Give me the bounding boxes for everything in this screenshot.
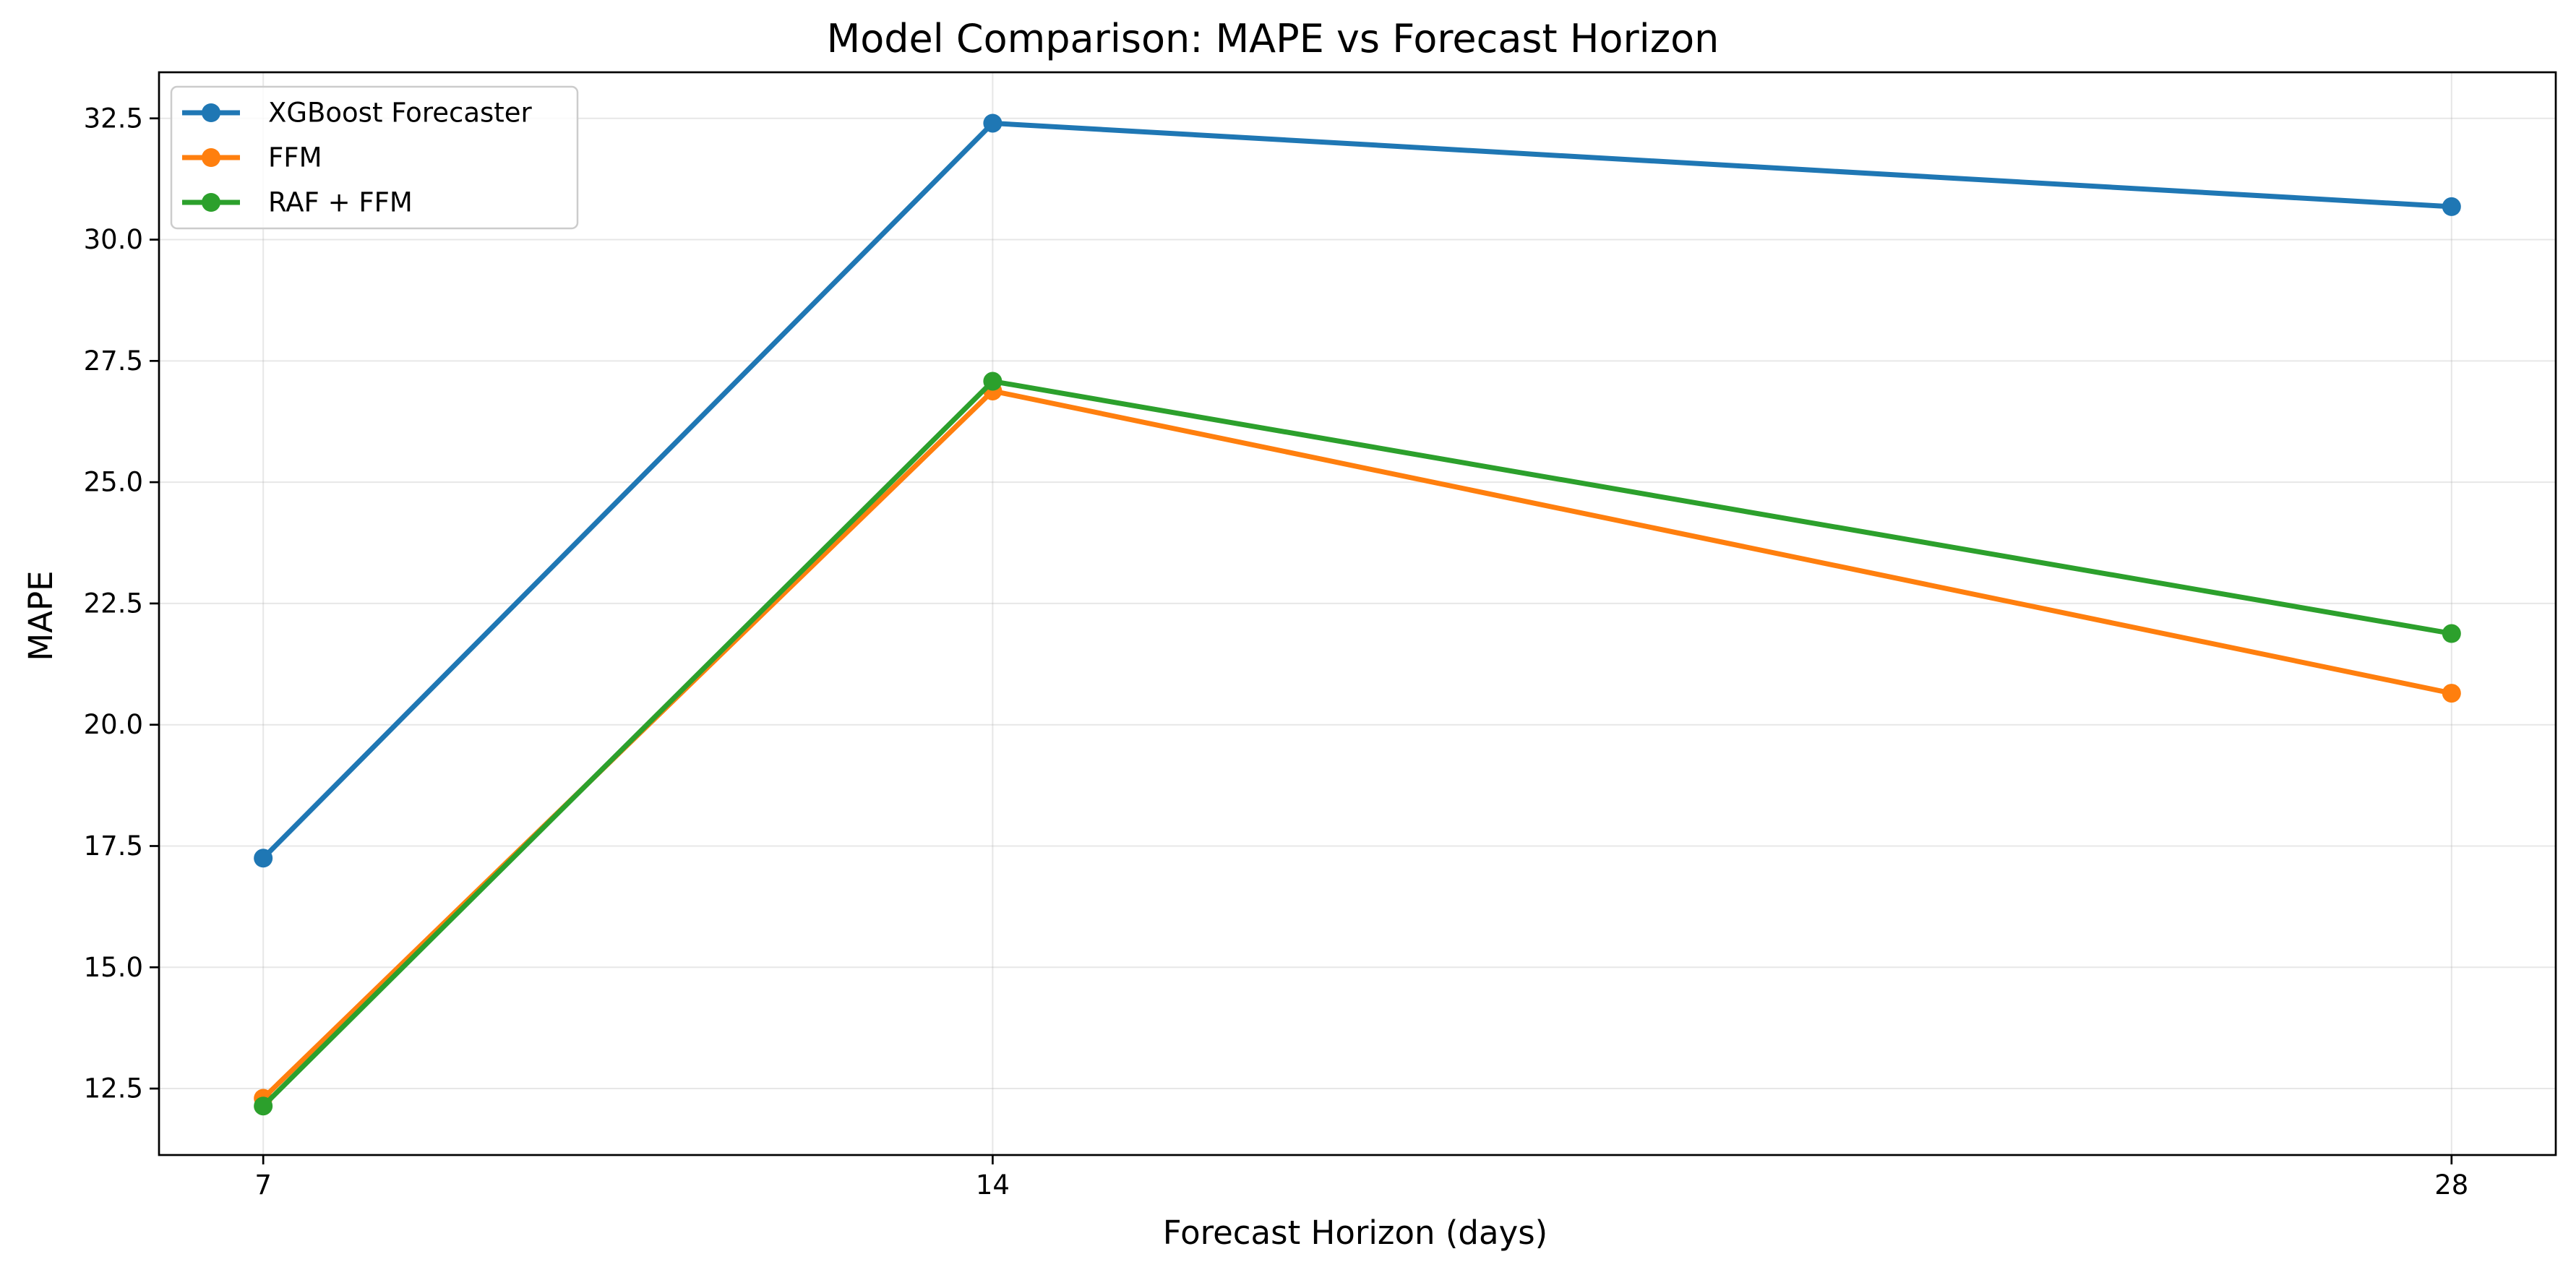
plot-area-frame xyxy=(158,71,2557,1156)
data-point-xgboost-forecaster xyxy=(2442,197,2461,216)
series-layer xyxy=(254,113,2461,1116)
y-tick-label: 22.5 xyxy=(84,588,143,619)
legend-swatch-marker xyxy=(202,103,220,122)
axis-ticks: 7 14 28 12.5 15.0 17.5 20.0 22.5 25.0 27.5 30.0 32.… xyxy=(84,103,2469,1201)
legend-item-xgboost-forecaster[interactable]: XGBoost Forecaster xyxy=(182,98,533,129)
data-point-raf-ffm xyxy=(254,1096,273,1116)
x-tick-label: 14 xyxy=(976,1169,1010,1201)
y-tick-label: 20.0 xyxy=(84,709,143,740)
legend-box xyxy=(170,85,579,230)
y-axis-title: MAPE xyxy=(22,570,60,661)
y-tick-label: 12.5 xyxy=(84,1073,143,1104)
data-point-raf-ffm xyxy=(983,372,1003,391)
legend-item-ffm[interactable]: FFM xyxy=(182,142,322,173)
legend-label: RAF + FFM xyxy=(268,187,413,218)
grid xyxy=(159,72,2556,1155)
x-axis-title: Forecast Horizon (days) xyxy=(1163,1214,1547,1252)
legend-swatch-marker xyxy=(202,193,220,212)
chart-title: Model Comparison: MAPE vs Forecast Horiz… xyxy=(827,16,1720,61)
x-tick-label: 7 xyxy=(254,1169,272,1201)
x-tick-label: 28 xyxy=(2434,1169,2468,1201)
series-xgboost-forecaster xyxy=(254,113,2461,868)
y-tick-label: 25.0 xyxy=(84,467,143,498)
y-tick-label: 32.5 xyxy=(84,103,143,134)
legend-swatch-marker xyxy=(202,148,220,167)
y-tick-label: 15.0 xyxy=(84,952,143,983)
legend[interactable]: XGBoost Forecaster FFM RAF + FFM xyxy=(170,85,579,230)
data-point-xgboost-forecaster xyxy=(983,113,1003,133)
legend-label: FFM xyxy=(268,142,322,173)
y-tick-label: 27.5 xyxy=(84,345,143,377)
legend-item-raf-ffm[interactable]: RAF + FFM xyxy=(182,187,413,218)
legend-label: XGBoost Forecaster xyxy=(268,98,533,129)
data-point-xgboost-forecaster xyxy=(254,849,273,868)
y-tick-label: 17.5 xyxy=(84,830,143,862)
data-point-ffm xyxy=(2442,684,2461,703)
data-point-raf-ffm xyxy=(2442,624,2461,643)
y-tick-label: 30.0 xyxy=(84,224,143,255)
series-raf-ffm xyxy=(254,372,2461,1116)
